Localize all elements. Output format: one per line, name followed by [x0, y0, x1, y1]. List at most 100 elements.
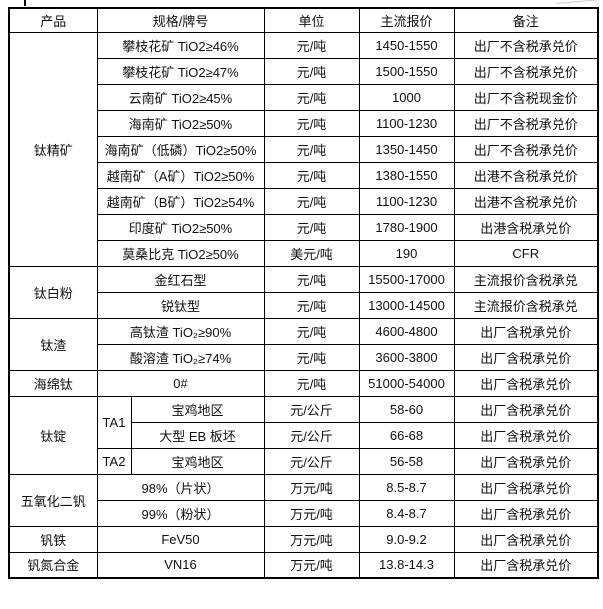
cell-price: 1350-1450: [358, 135, 455, 163]
table-body: 钛精矿 攀枝花矿 TiO2≥46% 元/吨 1450-1550 出厂不含税承兑价 攀枝花矿…: [8, 31, 599, 579]
cell-product: 钛锭: [8, 395, 98, 475]
cell-note: 出厂不含税承兑价: [453, 31, 599, 59]
table-header: 产品 规格/牌号 单位 主流报价 备注: [8, 7, 599, 33]
cell-product: 钒铁: [8, 525, 98, 553]
cell-spec: 金红石型: [96, 265, 265, 293]
cell-spec: 海南矿（低磷）TiO2≥50%: [96, 135, 265, 163]
cell-unit: 元/吨: [263, 109, 360, 137]
cell-product: 钛渣: [8, 317, 98, 371]
cell-note: 出厂含税承兑价: [453, 317, 599, 345]
cell-spec: 越南矿（B矿）TiO2≥54%: [96, 187, 265, 215]
table-row: 莫桑比克 TiO2≥50% 美元/吨 190 CFR: [9, 239, 599, 267]
cell-unit: 元/吨: [263, 161, 360, 189]
cell-spec: 宝鸡地区: [130, 395, 265, 423]
cell-price: 190: [358, 239, 455, 267]
cell-note: 出厂不含税承兑价: [453, 109, 599, 137]
cell-unit: 元/吨: [263, 31, 360, 59]
column-header-1: 规格/牌号: [96, 7, 265, 33]
table-row: 海南矿（低磷）TiO2≥50% 元/吨 1350-1450 出厂不含税承兑价: [9, 135, 599, 163]
cell-spec: 高钛渣 TiO₂≥90%: [96, 317, 265, 345]
cell-price: 56-58: [358, 447, 455, 475]
cell-price: 1500-1550: [358, 57, 455, 85]
table-row: 海绵钛 0# 元/吨 51000-54000 出厂含税承兑价: [8, 369, 599, 397]
table-row: 五氧化二钒 98%（片状） 万元/吨 8.5-8.7 出厂含税承兑价: [8, 473, 599, 527]
column-header-0: 产品: [8, 7, 98, 33]
cell-unit: 美元/吨: [263, 239, 360, 267]
cell-price: 1450-1550: [358, 31, 455, 59]
cell-spec: 海南矿 TiO2≥50%: [96, 109, 265, 137]
table-row: 印度矿 TiO2≥50% 元/吨 1780-1900 出港含税承兑价: [9, 213, 599, 241]
cell-spec: 攀枝花矿 TiO2≥47%: [96, 57, 265, 85]
table-row: 酸溶渣 TiO₂≥74% 元/吨 3600-3800 出厂含税承兑价: [9, 343, 599, 371]
cell-note: 出厂含税承兑价: [453, 421, 599, 449]
cell-product: 五氧化二钒: [8, 473, 98, 527]
cell-note: 出厂不含税承兑价: [453, 135, 599, 163]
table-row: 钛白粉 金红石型 元/吨 15500-17000 主流报价含税承兑: [8, 265, 599, 319]
cell-note: 出厂不含税承兑价: [453, 57, 599, 85]
table-row: 钛精矿 攀枝花矿 TiO2≥46% 元/吨 1450-1550 出厂不含税承兑价: [8, 31, 599, 267]
cell-price: 13.8-14.3: [358, 551, 455, 579]
cell-spec: 锐钛型: [96, 291, 265, 319]
cell-spec: VN16: [96, 551, 265, 579]
table-row: 越南矿（B矿）TiO2≥54% 元/吨 1100-1230 出港不含税承兑价: [9, 187, 599, 215]
cell-price: 58-60: [358, 395, 455, 423]
cell-unit: 万元/吨: [263, 473, 360, 501]
cell-price: 15500-17000: [358, 265, 455, 293]
cell-note: 出港含税承兑价: [453, 213, 599, 241]
cell-unit: 元/吨: [263, 83, 360, 111]
cell-price: 1100-1230: [358, 187, 455, 215]
cell-note: 出厂含税承兑价: [453, 499, 599, 527]
cell-spec: 宝鸡地区: [130, 447, 265, 475]
cell-spec: 98%（片状）: [96, 473, 265, 501]
cell-product: 钛精矿: [8, 31, 98, 267]
cell-product: 海绵钛: [8, 369, 98, 397]
cell-note: CFR: [453, 239, 599, 267]
cell-grade: TA2: [96, 447, 132, 475]
cell-unit: 元/吨: [263, 369, 360, 397]
table-row: 钛渣 高钛渣 TiO₂≥90% 元/吨 4600-4800 出厂含税承兑价: [8, 317, 599, 371]
table-row: 锐钛型 元/吨 13000-14500 主流报价含税承兑: [9, 291, 599, 319]
table-row: 钒氮合金 VN16 万元/吨 13.8-14.3 出厂含税承兑价: [8, 551, 599, 579]
header-row: 产品 规格/牌号 单位 主流报价 备注: [8, 7, 599, 33]
cell-spec: 99%（粉状）: [96, 499, 265, 527]
cell-unit: 元/公斤: [263, 395, 360, 423]
cell-price: 4600-4800: [358, 317, 455, 345]
cell-price: 13000-14500: [358, 291, 455, 319]
cell-note: 出厂含税承兑价: [453, 343, 599, 371]
cell-price: 8.4-8.7: [358, 499, 455, 527]
cell-unit: 元/吨: [263, 343, 360, 371]
cell-unit: 元/吨: [263, 317, 360, 345]
crop-artifact-tick: [24, 0, 26, 6]
cell-price: 8.5-8.7: [358, 473, 455, 501]
cell-price: 1380-1550: [358, 161, 455, 189]
cell-spec: 越南矿（A矿）TiO2≥50%: [96, 161, 265, 189]
cell-spec: 0#: [96, 369, 265, 397]
cell-unit: 元/吨: [263, 291, 360, 319]
cell-note: 出厂不含税现金价: [453, 83, 599, 111]
cell-spec: 酸溶渣 TiO₂≥74%: [96, 343, 265, 371]
table-row: 越南矿（A矿）TiO2≥50% 元/吨 1380-1550 出港不含税承兑价: [9, 161, 599, 189]
cell-unit: 元/吨: [263, 213, 360, 241]
cell-price: 3600-3800: [358, 343, 455, 371]
cell-price: 51000-54000: [358, 369, 455, 397]
cell-price: 1780-1900: [358, 213, 455, 241]
cell-unit: 元/吨: [263, 187, 360, 215]
cell-note: 出厂含税承兑价: [453, 395, 599, 423]
column-header-4: 备注: [453, 7, 599, 33]
cell-price: 66-68: [358, 421, 455, 449]
cell-note: 主流报价含税承兑: [453, 265, 599, 293]
cell-unit: 元/吨: [263, 57, 360, 85]
cell-price: 9.0-9.2: [358, 525, 455, 553]
table-row: 钒铁 FeV50 万元/吨 9.0-9.2 出厂含税承兑价: [8, 525, 599, 553]
cell-price: 1100-1230: [358, 109, 455, 137]
cell-grade: TA1: [96, 395, 132, 449]
table-row: 海南矿 TiO2≥50% 元/吨 1100-1230 出厂不含税承兑价: [9, 109, 599, 137]
cell-spec: 莫桑比克 TiO2≥50%: [96, 239, 265, 267]
cell-note: 主流报价含税承兑: [453, 291, 599, 319]
table-row: 攀枝花矿 TiO2≥47% 元/吨 1500-1550 出厂不含税承兑价: [9, 57, 599, 85]
price-table: 产品 规格/牌号 单位 主流报价 备注 钛精矿 攀枝花矿 TiO2≥46% 元/吨 1450-…: [8, 7, 599, 579]
cell-spec: 印度矿 TiO2≥50%: [96, 213, 265, 241]
cell-unit: 元/吨: [263, 135, 360, 163]
cell-note: 出厂含税承兑价: [453, 525, 599, 553]
cell-spec: FeV50: [96, 525, 265, 553]
